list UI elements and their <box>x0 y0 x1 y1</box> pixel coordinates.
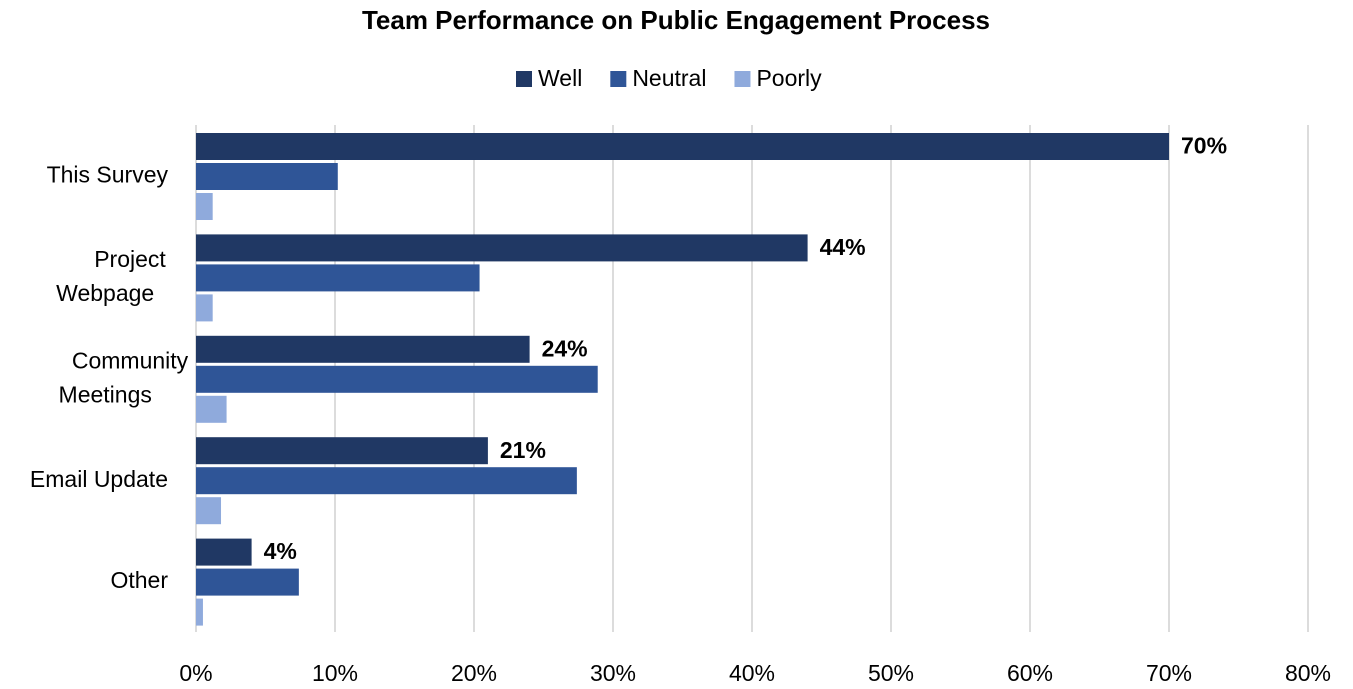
legend-label: Well <box>538 65 582 91</box>
bar <box>196 193 213 220</box>
bar <box>196 234 808 262</box>
bar <box>196 437 488 465</box>
bar <box>196 365 598 393</box>
bar <box>196 335 530 363</box>
bar <box>196 163 338 190</box>
chart-title: Team Performance on Public Engagement Pr… <box>362 5 990 35</box>
legend-label: Neutral <box>632 65 706 91</box>
y-tick-label: Project Webpage <box>50 246 167 306</box>
bar <box>196 598 203 626</box>
x-tick-label: 80% <box>1285 660 1331 686</box>
x-tick-label: 20% <box>451 660 497 686</box>
y-tick-label: Email Update <box>30 466 168 492</box>
value-label: 24% <box>542 335 588 361</box>
y-tick-label: Community Meetings <box>52 347 189 407</box>
x-tick-label: 10% <box>312 660 358 686</box>
legend-swatch <box>610 71 627 87</box>
label-line: Community <box>72 347 189 373</box>
legend-swatch <box>734 71 751 87</box>
bar <box>196 467 577 495</box>
x-tick-label: 70% <box>1146 660 1192 686</box>
bar <box>196 294 213 322</box>
label-line: Webpage <box>50 280 154 306</box>
x-tick-label: 50% <box>868 660 914 686</box>
legend-label: Poorly <box>756 65 822 91</box>
bar <box>196 568 299 596</box>
label-line: Meetings <box>52 381 152 407</box>
bar <box>196 538 252 566</box>
bar <box>196 497 222 525</box>
x-tick-label: 0% <box>179 660 212 686</box>
value-label: 4% <box>264 538 297 564</box>
x-tick-label: 60% <box>1007 660 1053 686</box>
y-tick-label: Other <box>110 567 168 593</box>
value-label: 44% <box>820 234 866 260</box>
value-label: 70% <box>1181 133 1227 159</box>
y-tick-label: This Survey <box>47 162 169 188</box>
label-line: Project <box>94 246 166 272</box>
legend-swatch <box>516 71 532 87</box>
bar <box>196 395 227 423</box>
x-tick-label: 30% <box>590 660 636 686</box>
bar <box>196 264 480 292</box>
x-tick-label: 40% <box>729 660 775 686</box>
value-label: 21% <box>500 437 546 463</box>
bar <box>196 133 1169 160</box>
